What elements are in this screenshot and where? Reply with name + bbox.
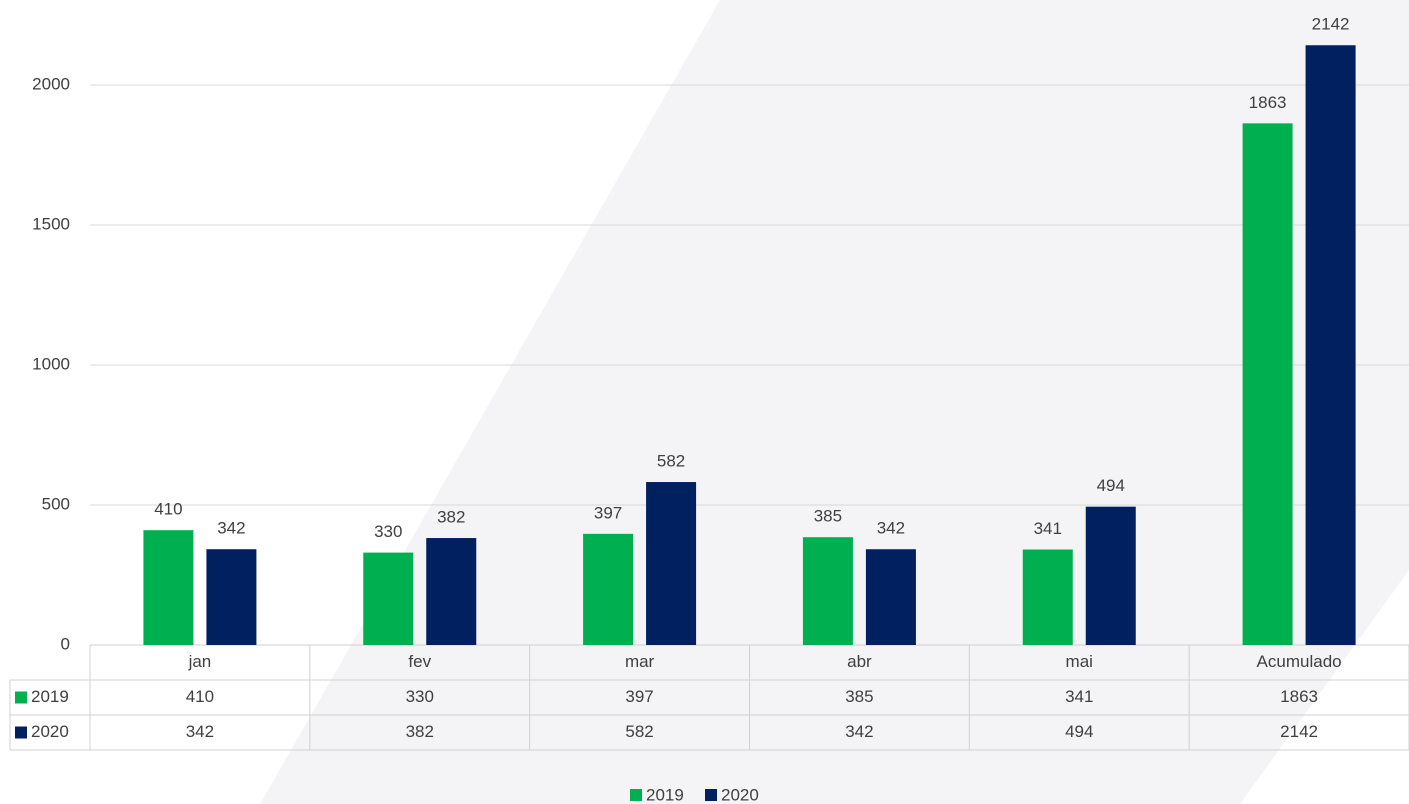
- table-cell: 341: [1065, 687, 1093, 706]
- table-cell: 494: [1065, 722, 1093, 741]
- x-tick-label: mar: [625, 652, 655, 671]
- table-cell: 382: [406, 722, 434, 741]
- bar: [1085, 506, 1136, 645]
- data-label: 1863: [1249, 93, 1287, 112]
- x-tick-label: fev: [408, 652, 431, 671]
- bar: [426, 538, 477, 645]
- data-label: 342: [877, 519, 905, 538]
- data-label: 341: [1034, 519, 1062, 538]
- data-label: 382: [437, 508, 465, 527]
- data-label: 410: [154, 500, 182, 519]
- data-label: 342: [217, 519, 245, 538]
- data-label: 397: [594, 503, 622, 522]
- bar: [646, 482, 697, 645]
- x-tick-label: jan: [188, 652, 212, 671]
- x-tick-label: Acumulado: [1257, 652, 1342, 671]
- table-cell: 342: [845, 722, 873, 741]
- table-cell: 2142: [1280, 722, 1318, 741]
- bar: [1022, 549, 1073, 645]
- bar: [363, 552, 414, 645]
- y-tick-label: 1500: [32, 214, 70, 233]
- legend-key: [705, 789, 717, 801]
- bar: [802, 537, 853, 645]
- data-label: 494: [1097, 476, 1125, 495]
- legend-key: [630, 789, 642, 801]
- table-cell: 385: [845, 687, 873, 706]
- legend-label: 2019: [646, 785, 684, 804]
- legend-key: [15, 726, 27, 739]
- table-cell: 397: [625, 687, 653, 706]
- bar: [143, 530, 194, 645]
- legend-label: 2020: [721, 785, 759, 804]
- table-cell: 410: [186, 687, 214, 706]
- table-cell: 342: [186, 722, 214, 741]
- table-cell: 330: [406, 687, 434, 706]
- data-label: 582: [657, 452, 685, 471]
- table-row-label: 2019: [31, 687, 69, 706]
- bar: [1305, 45, 1356, 646]
- data-label: 2142: [1312, 15, 1350, 34]
- y-tick-label: 1000: [32, 354, 70, 373]
- table-cell: 1863: [1280, 687, 1318, 706]
- bar: [583, 533, 634, 645]
- x-tick-label: mai: [1066, 652, 1093, 671]
- legend-key: [15, 691, 27, 704]
- y-tick-label: 0: [61, 634, 70, 653]
- y-tick-label: 2000: [32, 74, 70, 93]
- y-tick-label: 500: [42, 494, 70, 513]
- data-label: 330: [374, 522, 402, 541]
- background-shape: [260, 0, 1409, 804]
- data-label: 385: [814, 507, 842, 526]
- bar: [206, 549, 257, 645]
- table-row-label: 2020: [31, 722, 69, 741]
- bar: [865, 549, 916, 645]
- table-cell: 582: [625, 722, 653, 741]
- x-tick-label: abr: [847, 652, 872, 671]
- bar: [1242, 123, 1293, 646]
